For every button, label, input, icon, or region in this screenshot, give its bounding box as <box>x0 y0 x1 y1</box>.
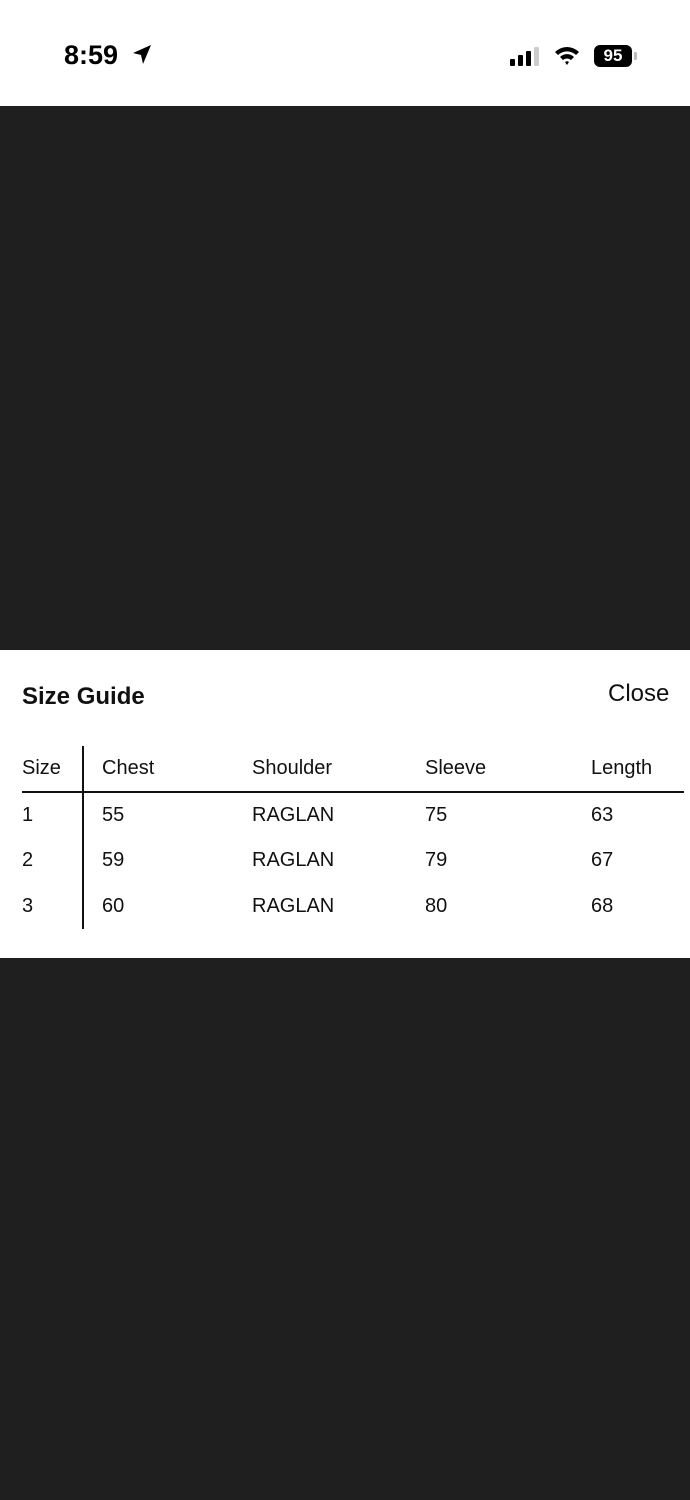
size-guide-panel: Size Guide Close Size Chest Shoulder Sle… <box>0 650 690 958</box>
status-bar: 8:59 95 <box>0 0 690 106</box>
column-divider <box>82 746 84 929</box>
header-length: Length <box>591 757 653 779</box>
header-size: Size <box>22 757 61 779</box>
cell-length: 67 <box>591 849 614 871</box>
cell-size: 1 <box>22 804 34 826</box>
cell-size: 2 <box>22 849 34 871</box>
header-divider <box>22 791 684 793</box>
wifi-icon <box>555 47 579 65</box>
cell-shoulder: RAGLAN <box>252 895 335 917</box>
cell-shoulder: RAGLAN <box>252 849 335 871</box>
cell-sleeve: 79 <box>425 849 448 871</box>
cell-chest: 60 <box>102 895 125 917</box>
header-shoulder: Shoulder <box>252 757 333 779</box>
cell-sleeve: 75 <box>425 804 448 826</box>
status-time: 8:59 <box>64 40 119 70</box>
close-button[interactable]: Close <box>608 680 670 707</box>
cell-sleeve: 80 <box>425 895 448 917</box>
cell-length: 63 <box>591 804 614 826</box>
location-arrow-icon <box>133 45 151 64</box>
header-chest: Chest <box>102 757 155 779</box>
cell-size: 3 <box>22 895 34 917</box>
cell-shoulder: RAGLAN <box>252 804 335 826</box>
cellular-signal-icon <box>510 46 539 66</box>
cell-length: 68 <box>591 895 614 917</box>
header-sleeve: Sleeve <box>425 757 487 779</box>
cell-chest: 59 <box>102 849 125 871</box>
cell-chest: 55 <box>102 804 125 826</box>
battery-icon: 95 <box>594 45 632 67</box>
size-guide-title: Size Guide <box>22 683 145 710</box>
battery-nub <box>634 52 637 60</box>
